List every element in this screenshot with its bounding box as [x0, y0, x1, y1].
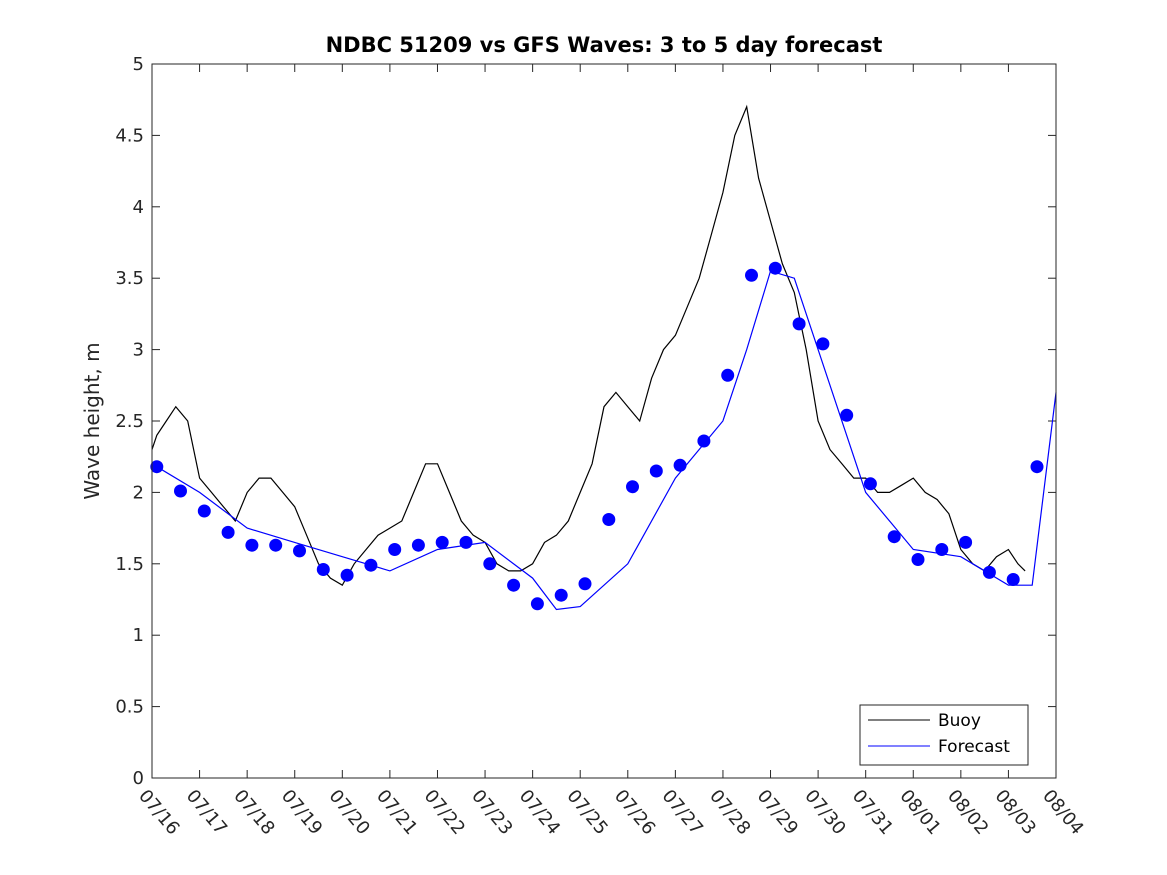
forecast-marker: [293, 544, 306, 558]
y-tick-label: 5: [133, 54, 144, 75]
forecast-marker: [245, 538, 259, 552]
forecast-marker: [697, 434, 711, 448]
forecast-marker: [863, 477, 877, 491]
legend-buoy-label: Buoy: [938, 711, 981, 731]
y-tick-label: 2: [133, 482, 144, 503]
forecast-marker: [316, 563, 330, 576]
y-tick-label: 4.5: [115, 125, 144, 146]
forecast-marker: [459, 535, 473, 549]
y-tick-label: 0: [133, 768, 144, 789]
forecast-marker: [792, 317, 806, 331]
forecast-marker: [411, 538, 425, 552]
forecast-marker: [721, 368, 735, 382]
forecast-marker: [554, 588, 568, 602]
forecast-marker: [435, 535, 449, 549]
forecast-marker: [626, 480, 639, 494]
forecast-marker: [935, 543, 949, 556]
forecast-marker: [364, 558, 378, 572]
forecast-marker: [507, 578, 521, 592]
forecast-marker: [745, 268, 758, 282]
forecast-marker: [530, 597, 544, 611]
legend-forecast-label: Forecast: [938, 737, 1010, 757]
forecast-marker: [959, 535, 973, 549]
y-tick-label: 2.5: [115, 411, 144, 432]
forecast-marker: [673, 458, 687, 472]
y-axis-label: Wave height, m: [80, 342, 104, 499]
forecast-marker: [150, 460, 164, 474]
forecast-series-line: [151, 270, 1057, 611]
chart-title: NDBC 51209 vs GFS Waves: 3 to 5 day fore…: [326, 33, 883, 57]
forecast-marker: [1006, 573, 1020, 586]
y-tick-label: 3: [133, 340, 144, 361]
forecast-marker: [388, 543, 402, 556]
axes-box: [151, 63, 1057, 779]
forecast-marker: [221, 525, 235, 539]
forecast-marker: [982, 565, 996, 579]
y-tick-label: 1.5: [115, 554, 144, 575]
legend-box: [859, 704, 1029, 766]
forecast-marker: [911, 553, 925, 566]
forecast-marker: [483, 557, 497, 571]
forecast-marker: [649, 464, 663, 478]
plot-area: [152, 64, 1056, 778]
forecast-marker: [174, 484, 187, 498]
data-series: [150, 104, 1057, 611]
forecast-marker: [887, 530, 901, 544]
y-tick-label: 1: [133, 625, 144, 646]
forecast-marker: [1030, 460, 1044, 474]
legend: Buoy Forecast: [859, 704, 1029, 766]
forecast-marker: [602, 513, 616, 526]
forecast-marker: [816, 337, 830, 351]
buoy-series-line: [151, 104, 1026, 587]
y-tick-label: 4: [133, 197, 144, 218]
forecast-marker: [578, 577, 592, 591]
forecast-marker: [768, 261, 782, 275]
forecast-marker: [340, 568, 354, 582]
y-tick-label: 3.5: [115, 268, 144, 289]
forecast-marker: [269, 538, 283, 552]
forecast-marker: [197, 504, 211, 518]
forecast-marker: [840, 408, 854, 422]
y-tick-label: 0.5: [115, 697, 144, 718]
